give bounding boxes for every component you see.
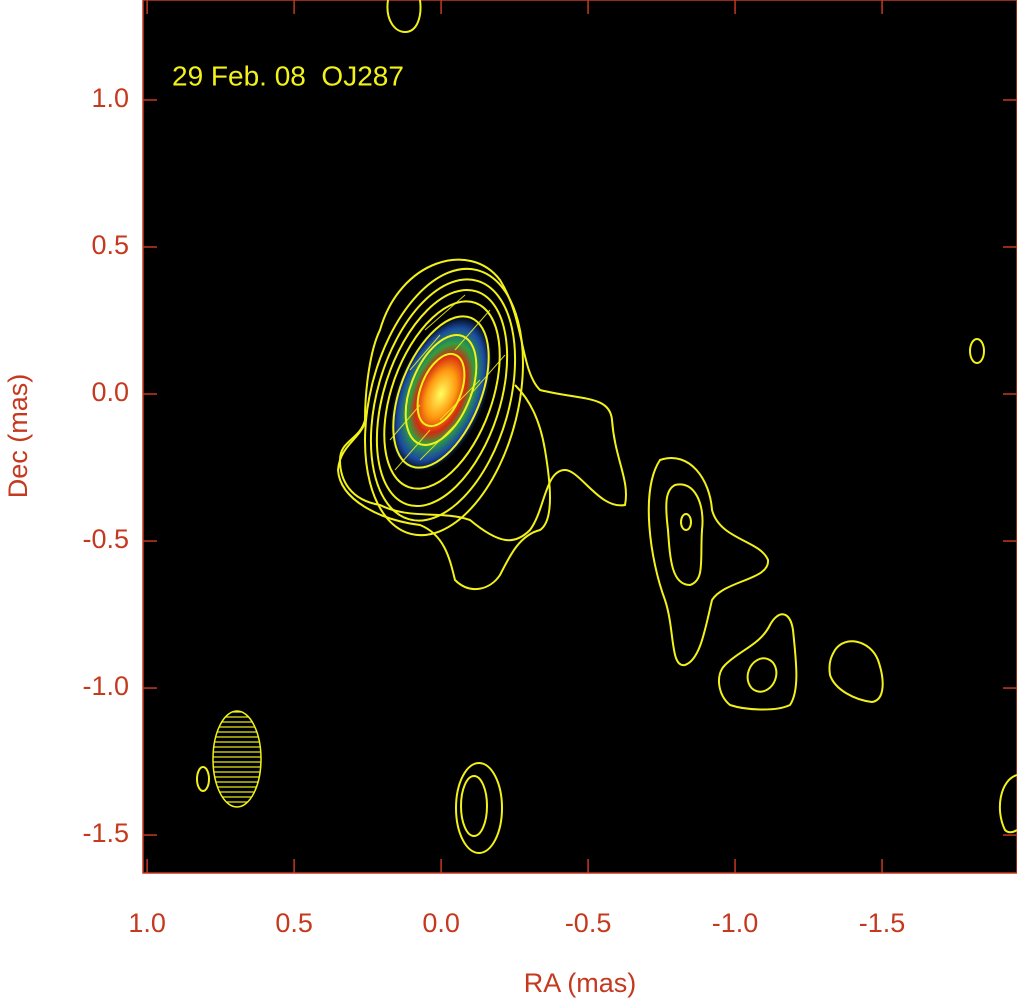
contour — [336, 384, 551, 590]
y-tick-label: -0.5 — [82, 524, 129, 554]
contour — [196, 766, 210, 792]
contour — [718, 613, 798, 711]
contour — [364, 267, 524, 537]
x-tick-label: 0.0 — [422, 908, 460, 938]
y-axis-label: Dec (mas) — [3, 374, 33, 499]
contour — [383, 300, 501, 490]
x-tick-label: -0.5 — [565, 908, 612, 938]
x-tick-label: 1.0 — [128, 908, 166, 938]
map — [196, 0, 1017, 854]
contour — [828, 640, 884, 704]
polarization-vectors — [389, 294, 506, 471]
contour — [392, 315, 490, 469]
contour — [969, 338, 985, 364]
contour — [416, 352, 466, 428]
beam — [212, 710, 262, 808]
contour — [386, 0, 422, 34]
y-tick-label: 1.0 — [91, 83, 129, 113]
x-axis-label: RA (mas) — [524, 968, 637, 998]
x-tick-label: 0.5 — [275, 908, 313, 938]
contour — [680, 513, 692, 531]
contour — [647, 457, 770, 667]
x-tick-label: -1.5 — [859, 908, 906, 938]
contour — [404, 334, 478, 446]
contour — [369, 278, 517, 522]
annotation: 29 Feb. 08 OJ287 — [172, 60, 404, 91]
contour — [746, 657, 778, 693]
x-tick-label: -1.0 — [712, 908, 759, 938]
contour — [455, 762, 503, 854]
y-tick-label: 0.0 — [91, 377, 129, 407]
y-tick-label: 0.5 — [91, 230, 129, 260]
y-tick-label: -1.0 — [82, 671, 129, 701]
y-tick-label: -1.5 — [82, 818, 129, 848]
contour — [460, 775, 488, 837]
plot-area — [142, 0, 1017, 874]
contour — [998, 774, 1017, 834]
contours — [196, 0, 1017, 854]
contour — [375, 288, 509, 508]
contour — [665, 483, 704, 587]
